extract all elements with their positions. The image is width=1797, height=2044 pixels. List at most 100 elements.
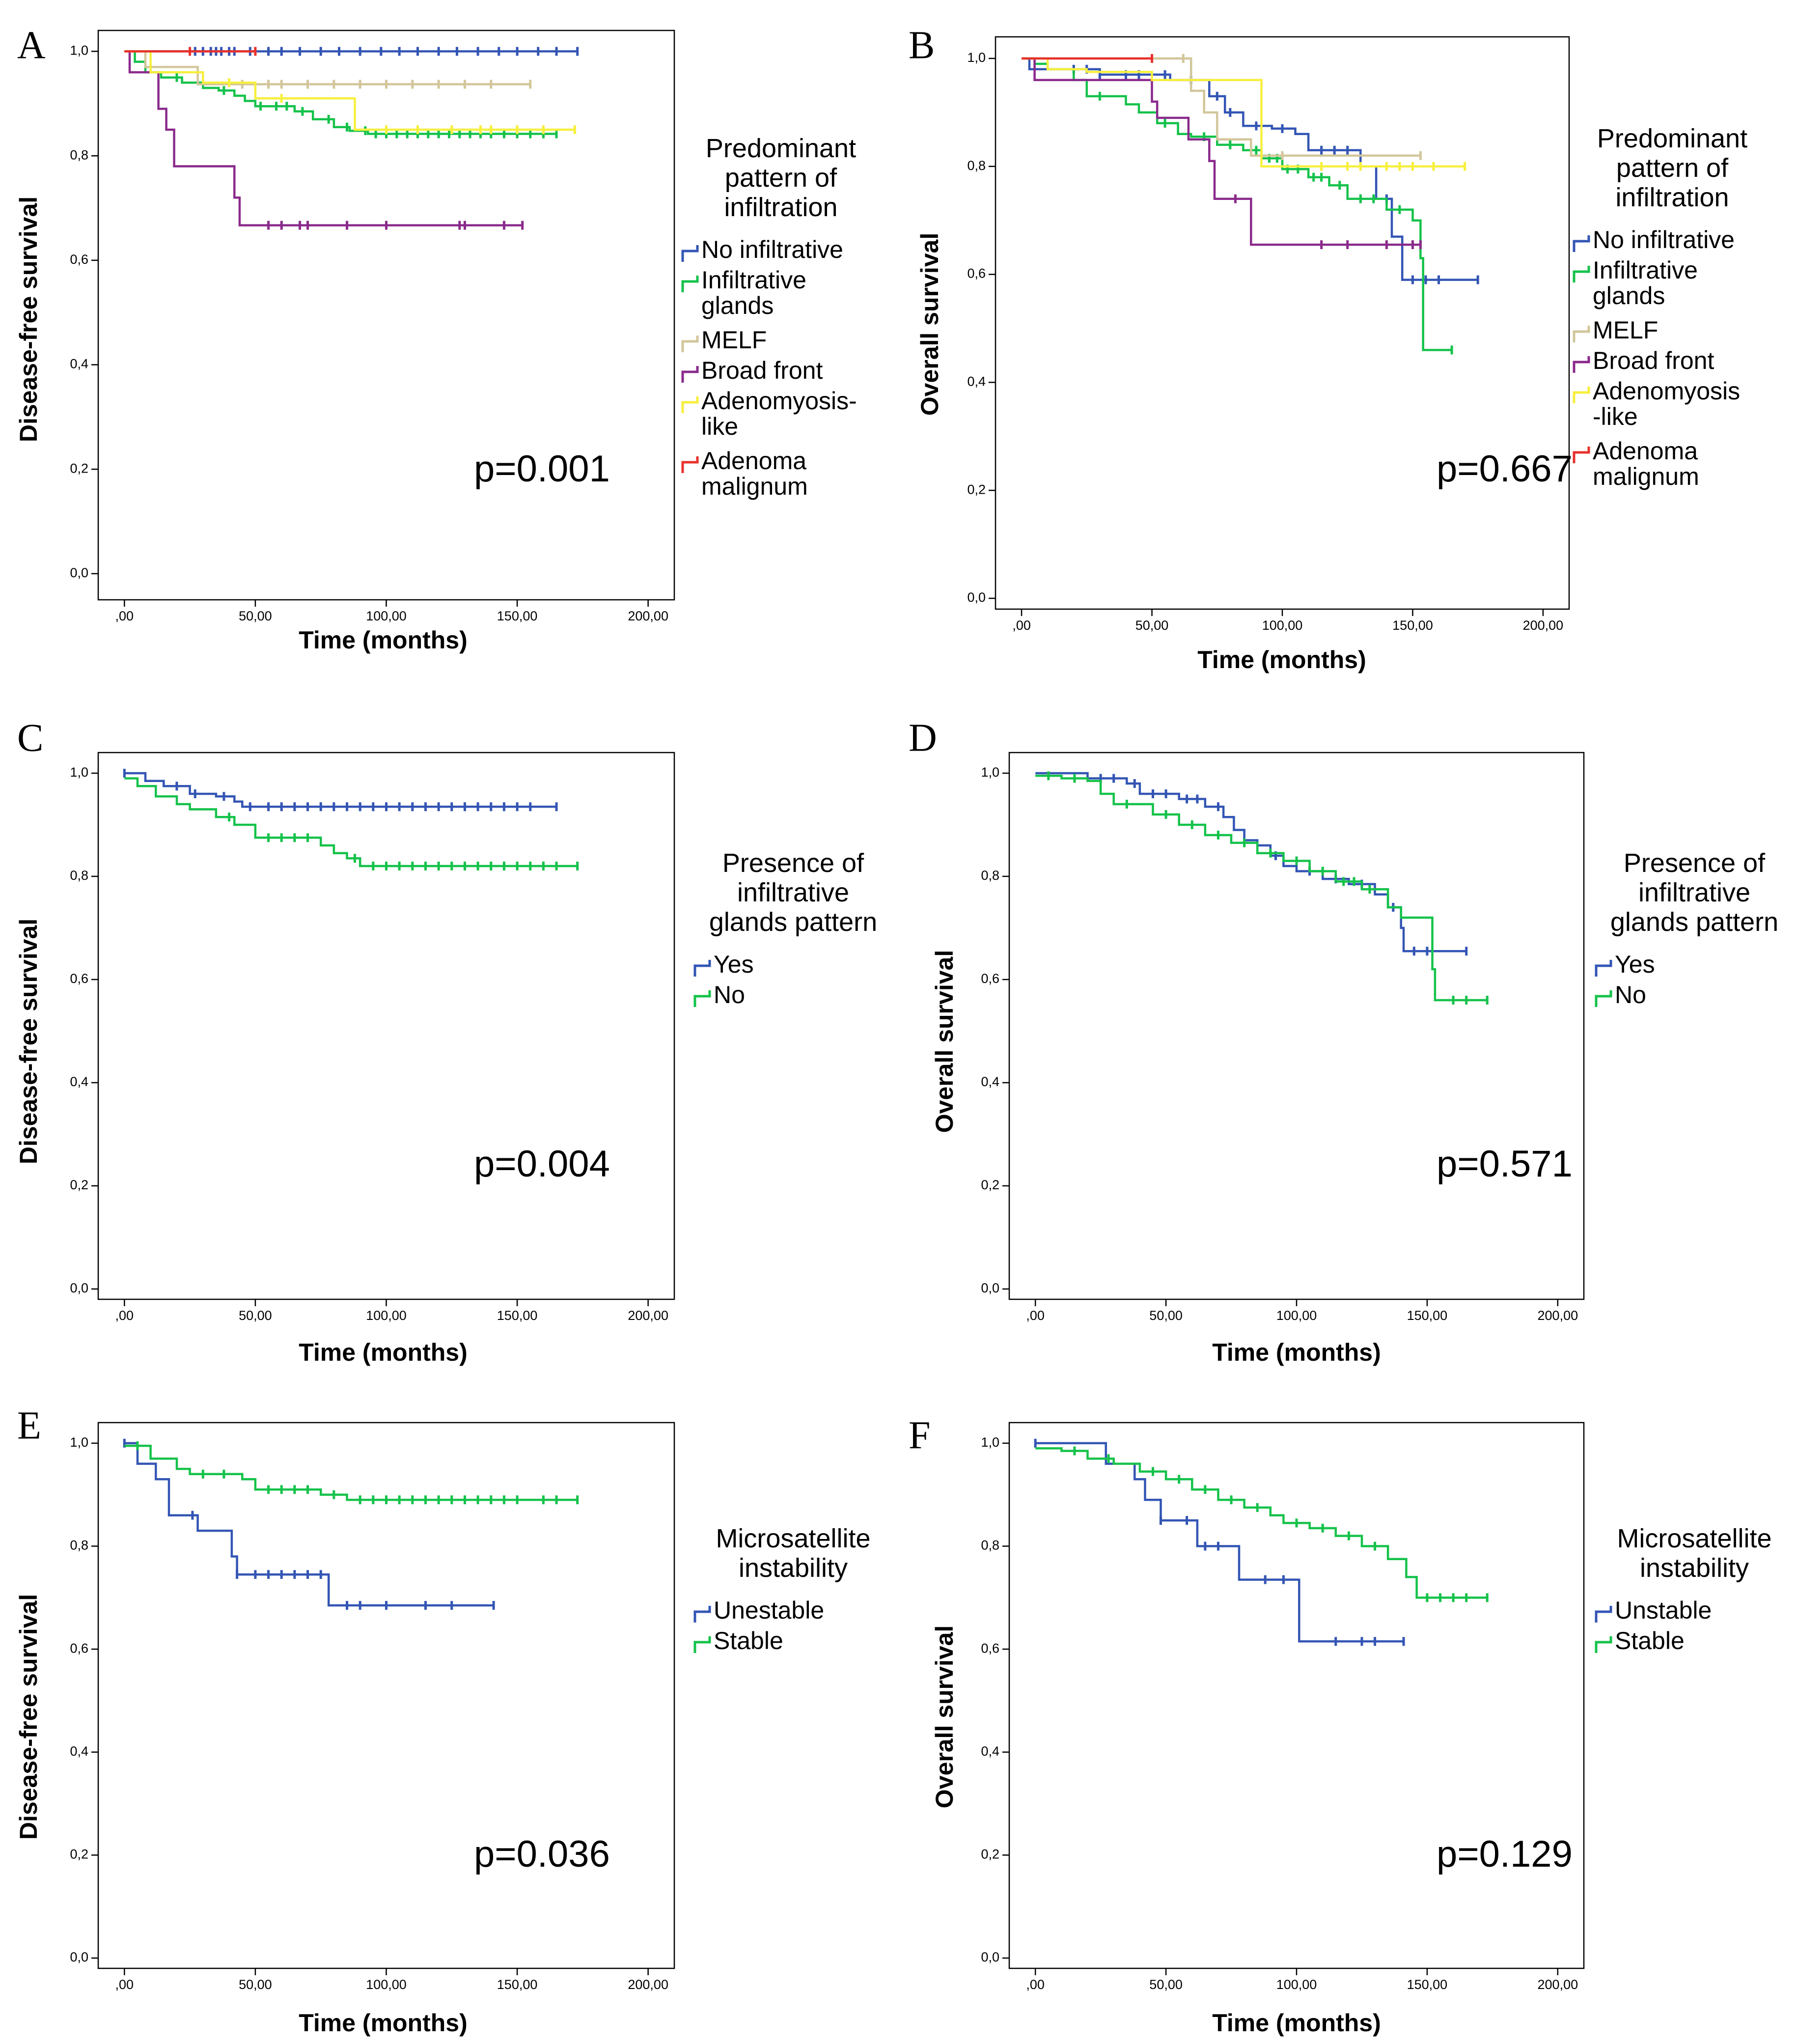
- survival-curve-green: [124, 777, 578, 868]
- legend-label: Infiltrative: [701, 266, 806, 294]
- y-tick-label: 1,0: [70, 765, 88, 780]
- y-tick-label: 0,6: [70, 1641, 88, 1655]
- x-tick-label: ,00: [115, 609, 134, 623]
- x-tick-label: 100,00: [366, 609, 407, 623]
- survival-curve-green: [124, 50, 557, 135]
- x-axis-label: Time (months): [1197, 646, 1366, 673]
- plot-frame: [97, 29, 675, 601]
- y-tick-label: 0,8: [967, 158, 986, 173]
- y-axis-label: Overall survival: [931, 950, 958, 1133]
- x-axis-label: Time (months): [299, 626, 468, 654]
- x-tick-label: 150,00: [497, 1308, 538, 1323]
- legend-title: Microsatellite: [716, 1524, 870, 1553]
- legend-label: Broad front: [1593, 347, 1714, 374]
- x-tick-label: ,00: [115, 1308, 134, 1323]
- legend-swatch: [681, 336, 699, 352]
- legend-swatch: [681, 245, 699, 262]
- legend-title: Predominant: [706, 134, 856, 163]
- survival-curve-yellow: [1022, 57, 1465, 168]
- legend-label: Yes: [714, 951, 754, 978]
- y-axis-label: Disease-free survival: [15, 196, 42, 442]
- panel-e: E 0,0 0,2 0,4 0,6 0,8 1,0 ,00 50,00 100,00 150,00 2…: [15, 1404, 871, 2037]
- panel-label: B: [909, 24, 935, 67]
- panel-label: E: [17, 1404, 41, 1447]
- legend-title: pattern of: [725, 163, 837, 193]
- plot-frame: [995, 36, 1570, 610]
- x-tick-label: 200,00: [1523, 618, 1564, 633]
- legend-label: MELF: [1593, 316, 1658, 344]
- y-tick-label: 1,0: [967, 50, 986, 65]
- x-tick-label: 50,00: [1149, 1977, 1183, 1992]
- legend-title: glands pattern: [1610, 907, 1778, 937]
- panel-label: F: [909, 1414, 931, 1457]
- legend-label: Adenoma: [1593, 437, 1698, 465]
- p-value-annotation: p=0.571: [1437, 1143, 1573, 1185]
- legend-swatch: [1595, 990, 1612, 1007]
- x-tick-label: 100,00: [1276, 1977, 1317, 1992]
- legend-swatch: [693, 1606, 711, 1623]
- legend-swatch: [1595, 1606, 1612, 1623]
- y-tick-label: 0,8: [70, 147, 88, 162]
- x-tick-label: 150,00: [497, 1977, 538, 1992]
- legend-title: Predominant: [1597, 124, 1747, 153]
- y-axis-label: Disease-free survival: [15, 919, 42, 1164]
- p-value-annotation: p=0.004: [474, 1143, 610, 1185]
- legend-title: infiltration: [724, 193, 837, 222]
- survival-curve-blue: [1035, 1442, 1404, 1643]
- plot-frame: [97, 752, 675, 1300]
- y-tick-label: 1,0: [70, 1435, 88, 1450]
- y-tick-label: 0,8: [981, 868, 999, 883]
- x-tick-label: 150,00: [1407, 1308, 1448, 1323]
- x-tick-label: 50,00: [239, 1977, 272, 1992]
- y-tick-label: 0,4: [70, 1074, 88, 1089]
- legend-label: malignum: [1593, 463, 1699, 490]
- y-tick-label: 0,6: [981, 1641, 999, 1655]
- y-axis-label: Overall survival: [916, 233, 943, 416]
- p-value-annotation: p=0.667: [1437, 448, 1573, 490]
- survival-curve-purple: [1022, 57, 1421, 246]
- x-tick-label: 150,00: [1392, 618, 1433, 633]
- y-tick-label: 1,0: [981, 765, 999, 780]
- legend-swatch: [693, 990, 711, 1007]
- x-tick-label: 150,00: [497, 609, 538, 623]
- y-tick-label: 0,0: [70, 565, 88, 580]
- p-value-annotation: p=0.036: [474, 1833, 610, 1875]
- legend-label: MELF: [701, 326, 767, 354]
- legend-title: instability: [1640, 1553, 1749, 1583]
- y-axis-label: Disease-free survival: [15, 1594, 42, 1840]
- legend-swatch: [681, 366, 699, 383]
- survival-curve-green: [1035, 775, 1488, 1002]
- legend-title: Microsatellite: [1617, 1524, 1771, 1553]
- legend-title: pattern of: [1616, 153, 1729, 183]
- legend-swatch: [693, 960, 711, 977]
- y-tick-label: 0,2: [981, 1177, 999, 1192]
- panel-f: F 0,0 0,2 0,4 0,6 0,8 1,0 ,00 50,00 100,00 150,00 2…: [909, 1414, 1772, 2037]
- legend-label: Adenoma: [701, 447, 806, 475]
- y-tick-label: 0,4: [981, 1074, 999, 1089]
- x-tick-label: 200,00: [1538, 1977, 1578, 1992]
- panel-a: A 0,0 0,2 0,4 0,6 0,8 1,0 ,00 50,00 100,00 150,00 2…: [15, 24, 857, 654]
- legend-label: Adenomyosis-: [701, 387, 857, 415]
- x-tick-label: 100,00: [366, 1308, 407, 1323]
- x-tick-label: ,00: [115, 1977, 134, 1992]
- legend-swatch: [1573, 266, 1590, 282]
- legend-title: infiltrative: [737, 878, 849, 907]
- y-tick-label: 0,8: [70, 1538, 88, 1553]
- legend-label: glands: [701, 292, 774, 319]
- y-tick-label: 0,4: [967, 374, 986, 389]
- x-tick-label: 100,00: [366, 1977, 407, 1992]
- x-tick-label: ,00: [1026, 1308, 1045, 1323]
- y-tick-label: 0,2: [70, 461, 88, 476]
- legend-label: No: [714, 981, 745, 1008]
- panel-b: B 0,0 0,2 0,4 0,6 0,8 1,0 ,00 50,00 100,00 150,00 2…: [909, 24, 1747, 673]
- legend-title: instability: [739, 1553, 848, 1583]
- x-axis-label: Time (months): [299, 1339, 468, 1366]
- x-tick-label: 200,00: [628, 1977, 668, 1992]
- y-axis-label: Overall survival: [931, 1625, 958, 1808]
- legend-swatch: [1573, 235, 1590, 252]
- legend-label: No: [1615, 981, 1646, 1008]
- legend-label: Stable: [714, 1627, 783, 1654]
- legend-title: infiltrative: [1638, 878, 1750, 907]
